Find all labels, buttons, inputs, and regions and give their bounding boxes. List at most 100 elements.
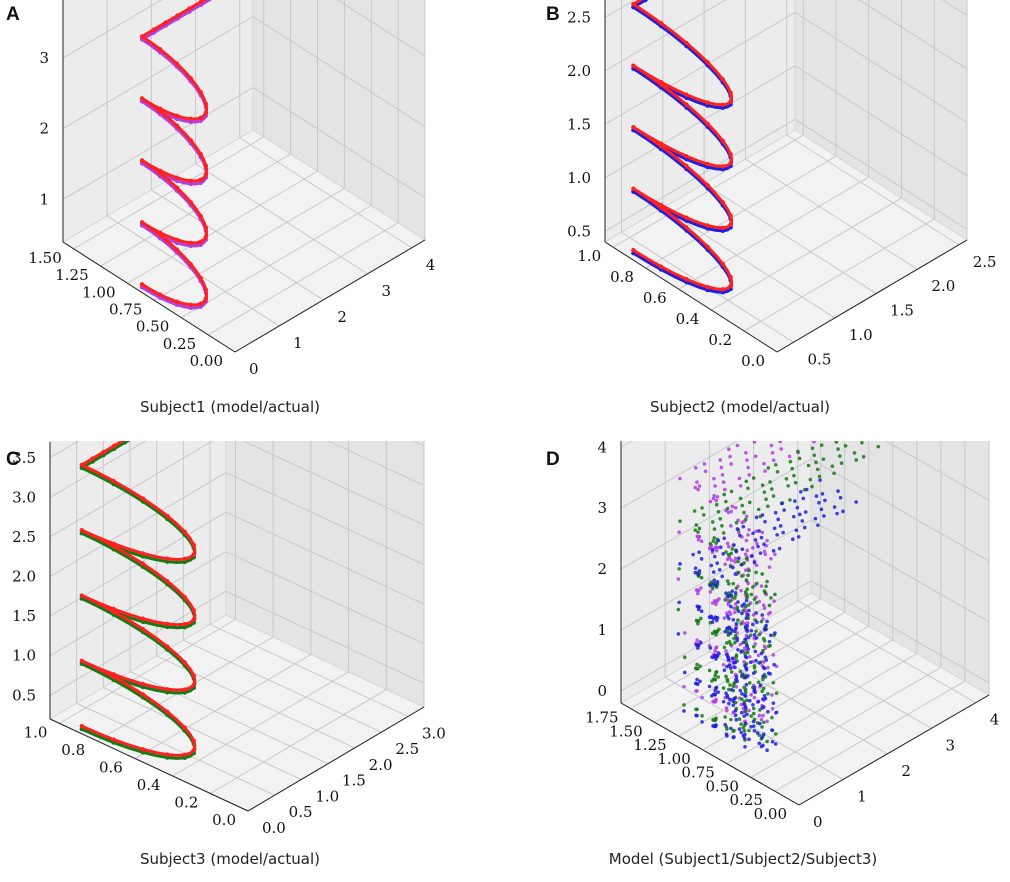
series-marker-actual: [111, 443, 117, 449]
scatter-point-Subject3: [819, 443, 824, 447]
scatter-point-Subject2: [721, 552, 726, 556]
x-tick-label: 0.0: [262, 819, 286, 837]
scatter-point-Subject2: [820, 491, 825, 496]
grid-line: [604, 65, 796, 179]
scatter-point-Subject3: [733, 596, 737, 600]
scatter-point-Subject1: [770, 451, 775, 455]
scatter-point-Subject3: [741, 726, 746, 730]
scatter-point-Subject3: [839, 461, 844, 465]
scatter-point-Subject1: [695, 638, 699, 643]
scatter-point-Subject1: [762, 606, 767, 610]
scatter-point-Subject1: [762, 644, 767, 649]
series-marker-actual: [139, 158, 145, 163]
scatter-point-Subject3: [676, 607, 681, 612]
grid-line: [743, 218, 935, 332]
scatter-point-Subject1: [696, 588, 701, 593]
y-tick-label: 1.0: [577, 247, 601, 265]
scatter-point-Subject3: [752, 597, 757, 601]
scatter-point-Subject3: [793, 480, 798, 485]
scatter-point-Subject2: [697, 569, 702, 573]
scatter-point-Subject1: [787, 454, 792, 459]
scatter-point-Subject3: [721, 686, 726, 690]
y-tick-label: 0.25: [730, 791, 763, 809]
scatter-point-Subject2: [747, 737, 751, 742]
grid-line: [810, 519, 990, 623]
series-marker-actual: [111, 737, 116, 742]
scatter-point-Subject3: [770, 715, 774, 720]
scatter-point-Subject3: [764, 497, 768, 502]
scatter-point-Subject1: [744, 514, 749, 519]
scatter-point-Subject2: [724, 591, 728, 595]
scatter-point-Subject3: [786, 484, 790, 488]
scatter-point-Subject3: [740, 503, 745, 508]
series-marker-actual: [151, 27, 157, 32]
scatter-point-Subject3: [729, 670, 734, 674]
scatter-point-Subject3: [830, 464, 835, 469]
scatter-point-Subject3: [752, 664, 757, 668]
scatter-point-Subject1: [711, 496, 716, 501]
scatter-point-Subject3: [718, 517, 722, 521]
x-axis: [776, 239, 968, 353]
scatter-point-Subject3: [713, 673, 717, 678]
scatter-point-Subject3: [810, 446, 815, 451]
scatter-point-Subject3: [696, 666, 700, 671]
scatter-point-Subject2: [752, 560, 757, 565]
scatter-point-Subject2: [771, 701, 776, 705]
scatter-point-Subject2: [727, 663, 732, 667]
scatter-point-Subject1: [723, 562, 727, 567]
series-marker-actual: [705, 183, 710, 188]
series-marker-actual: [182, 660, 187, 665]
scatter-point-Subject2: [836, 489, 840, 493]
scatter-point-Subject2: [781, 530, 785, 535]
series-marker-actual: [174, 185, 180, 190]
grid-line: [645, 155, 837, 269]
scatter-point-Subject3: [712, 527, 717, 531]
scatter-point-Subject2: [823, 498, 827, 503]
scatter-point-Subject2: [778, 524, 783, 528]
y-tick-label: 1.0: [24, 723, 48, 741]
series-marker-actual: [728, 152, 733, 157]
scatter-point-Subject1: [761, 617, 765, 621]
series-marker-actual: [174, 61, 180, 66]
scatter-point-Subject2: [748, 660, 753, 665]
grid-line: [620, 519, 812, 631]
scatter-point-Subject2: [738, 688, 743, 693]
grid-line: [745, 158, 918, 270]
scatter-point-Subject1: [714, 498, 719, 503]
scatter-point-Subject3: [754, 629, 758, 633]
scatter-point-Subject3: [838, 454, 842, 458]
x-tick-label: 2: [337, 308, 347, 326]
scatter-point-Subject2: [723, 629, 727, 634]
series-marker-actual: [198, 275, 203, 281]
scatter-point-Subject2: [740, 547, 745, 552]
series-marker-actual: [191, 682, 196, 688]
scatter-point-Subject2: [712, 554, 717, 559]
series-marker-actual: [139, 220, 145, 225]
x-tick-label: 0: [249, 360, 259, 378]
scatter-point-Subject3: [725, 677, 730, 682]
scatter-point-Subject2: [713, 692, 717, 697]
series-marker-actual: [140, 692, 146, 697]
scatter-point-Subject1: [720, 473, 725, 477]
scatter-point-Subject3: [710, 679, 714, 683]
grid-line: [750, 666, 942, 778]
scatter-point-Subject1: [747, 527, 751, 532]
scatter-point-Subject3: [745, 587, 750, 591]
scatter-point-Subject3: [732, 728, 736, 733]
scatter-point-Subject3: [745, 698, 749, 703]
scatter-point-Subject2: [765, 619, 769, 624]
series-marker-actual: [728, 275, 733, 280]
scatter-point-Subject3: [738, 669, 743, 674]
y-tick-label: 0.8: [61, 741, 85, 759]
scatter-point-Subject1: [746, 465, 750, 470]
scatter-point-Subject1: [739, 588, 743, 593]
scatter-point-Subject3: [682, 655, 687, 660]
scatter-point-Subject1: [779, 447, 784, 451]
series-marker-actual: [79, 462, 85, 468]
grid-line: [225, 551, 425, 645]
scatter-point-Subject2: [770, 728, 774, 732]
scatter-point-Subject3: [788, 498, 792, 502]
scatter-point-Subject2: [731, 617, 736, 622]
grid-line: [654, 611, 845, 723]
scatter-point-Subject2: [696, 643, 701, 648]
